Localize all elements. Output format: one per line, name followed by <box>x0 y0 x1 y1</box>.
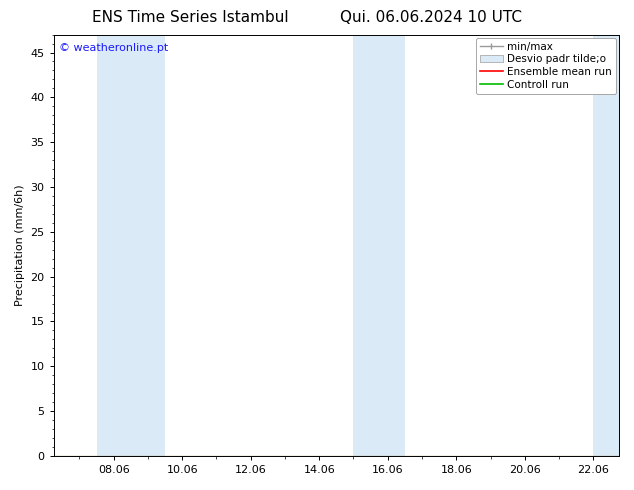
Legend: min/max, Desvio padr tilde;o, Ensemble mean run, Controll run: min/max, Desvio padr tilde;o, Ensemble m… <box>476 38 616 94</box>
Text: © weatheronline.pt: © weatheronline.pt <box>60 43 169 53</box>
Bar <box>354 35 405 456</box>
Text: Qui. 06.06.2024 10 UTC: Qui. 06.06.2024 10 UTC <box>340 10 522 25</box>
Text: ENS Time Series Istambul: ENS Time Series Istambul <box>92 10 288 25</box>
Y-axis label: Precipitation (mm/6h): Precipitation (mm/6h) <box>15 184 25 306</box>
Bar <box>96 35 165 456</box>
Bar <box>593 35 619 456</box>
